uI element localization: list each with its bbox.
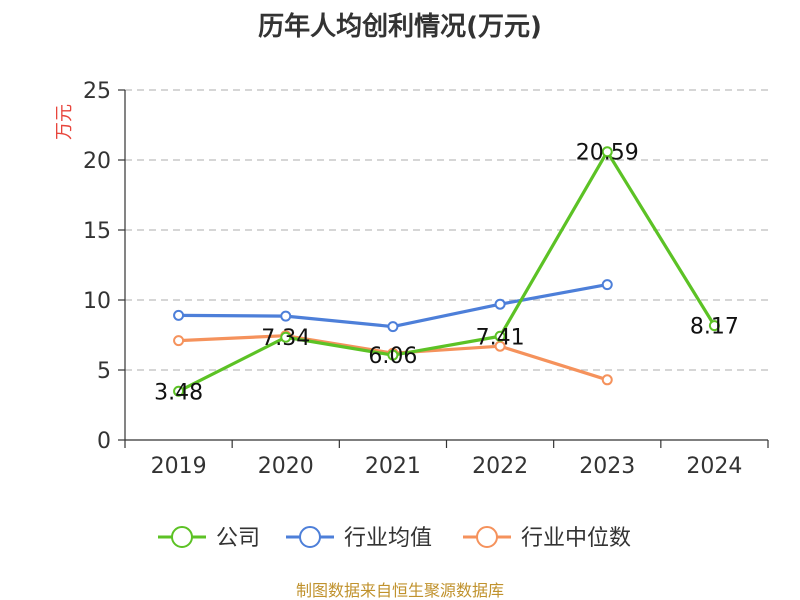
data-label-1: 7.34: [261, 326, 310, 351]
legend-marker-2: [476, 526, 498, 548]
legend-marker-1: [299, 526, 321, 548]
point-0-2[interactable]: [387, 349, 399, 361]
legend-label-0: 公司: [216, 526, 260, 551]
series-1: [173, 279, 613, 333]
point-0-3[interactable]: [494, 330, 506, 342]
legend-marker-0: [171, 526, 193, 548]
legend-label-1: 行业均值: [344, 526, 432, 551]
x-tick-label-1: 2020: [258, 454, 314, 479]
point-1-3[interactable]: [494, 298, 506, 310]
x-tick-label-3: 2022: [472, 454, 528, 479]
series-0: [173, 146, 720, 397]
y-tick-label-1: 5: [97, 359, 111, 384]
y-axis-label: 万元: [54, 104, 75, 140]
point-2-0[interactable]: [173, 335, 185, 347]
series-lines: [173, 146, 720, 397]
legend-item-2[interactable]: 行业中位数: [463, 526, 631, 551]
legend: 公司 行业均值 行业中位数: [158, 526, 631, 551]
point-2-4[interactable]: [601, 374, 613, 386]
data-labels: 3.48 7.34 6.06 7.41 20.59 8.17: [154, 141, 739, 406]
point-1-1[interactable]: [280, 310, 292, 322]
x-tick-label-5: 2024: [686, 454, 742, 479]
y-tick-label-3: 15: [83, 219, 111, 244]
series-line-0: [177, 150, 716, 393]
point-0-4[interactable]: [601, 146, 613, 158]
data-label-4: 20.59: [576, 141, 639, 166]
axes: 0 5 10 15 20 25 2019 2020 2021 2022 2023 2024: [83, 79, 769, 479]
data-label-2: 6.06: [368, 344, 417, 369]
chart-title: 历年人均创利情况(万元): [258, 11, 542, 42]
point-0-0[interactable]: [173, 385, 185, 397]
y-tick-label-4: 20: [83, 149, 111, 174]
x-tick-label-0: 2019: [151, 454, 207, 479]
data-label-3: 7.41: [476, 325, 525, 350]
point-0-1[interactable]: [280, 331, 292, 343]
x-tick-label-2: 2021: [365, 454, 421, 479]
point-0-5[interactable]: [708, 320, 720, 332]
data-label-0: 3.48: [154, 380, 203, 405]
legend-label-2: 行业中位数: [521, 526, 631, 551]
point-1-0[interactable]: [173, 309, 185, 321]
y-tick-label-2: 10: [83, 289, 111, 314]
legend-item-1[interactable]: 行业均值: [286, 526, 432, 551]
series-line-1: [178, 283, 608, 329]
x-tick-label-4: 2023: [579, 454, 635, 479]
y-tick-label-5: 25: [83, 79, 111, 104]
source-note: 制图数据来自恒生聚源数据库: [296, 581, 504, 600]
legend-item-0[interactable]: 公司: [158, 526, 260, 551]
data-label-5: 8.17: [690, 315, 739, 340]
point-1-4[interactable]: [601, 279, 613, 291]
point-1-2[interactable]: [387, 321, 399, 333]
grid-lines: [125, 89, 768, 371]
y-tick-label-0: 0: [97, 429, 111, 454]
